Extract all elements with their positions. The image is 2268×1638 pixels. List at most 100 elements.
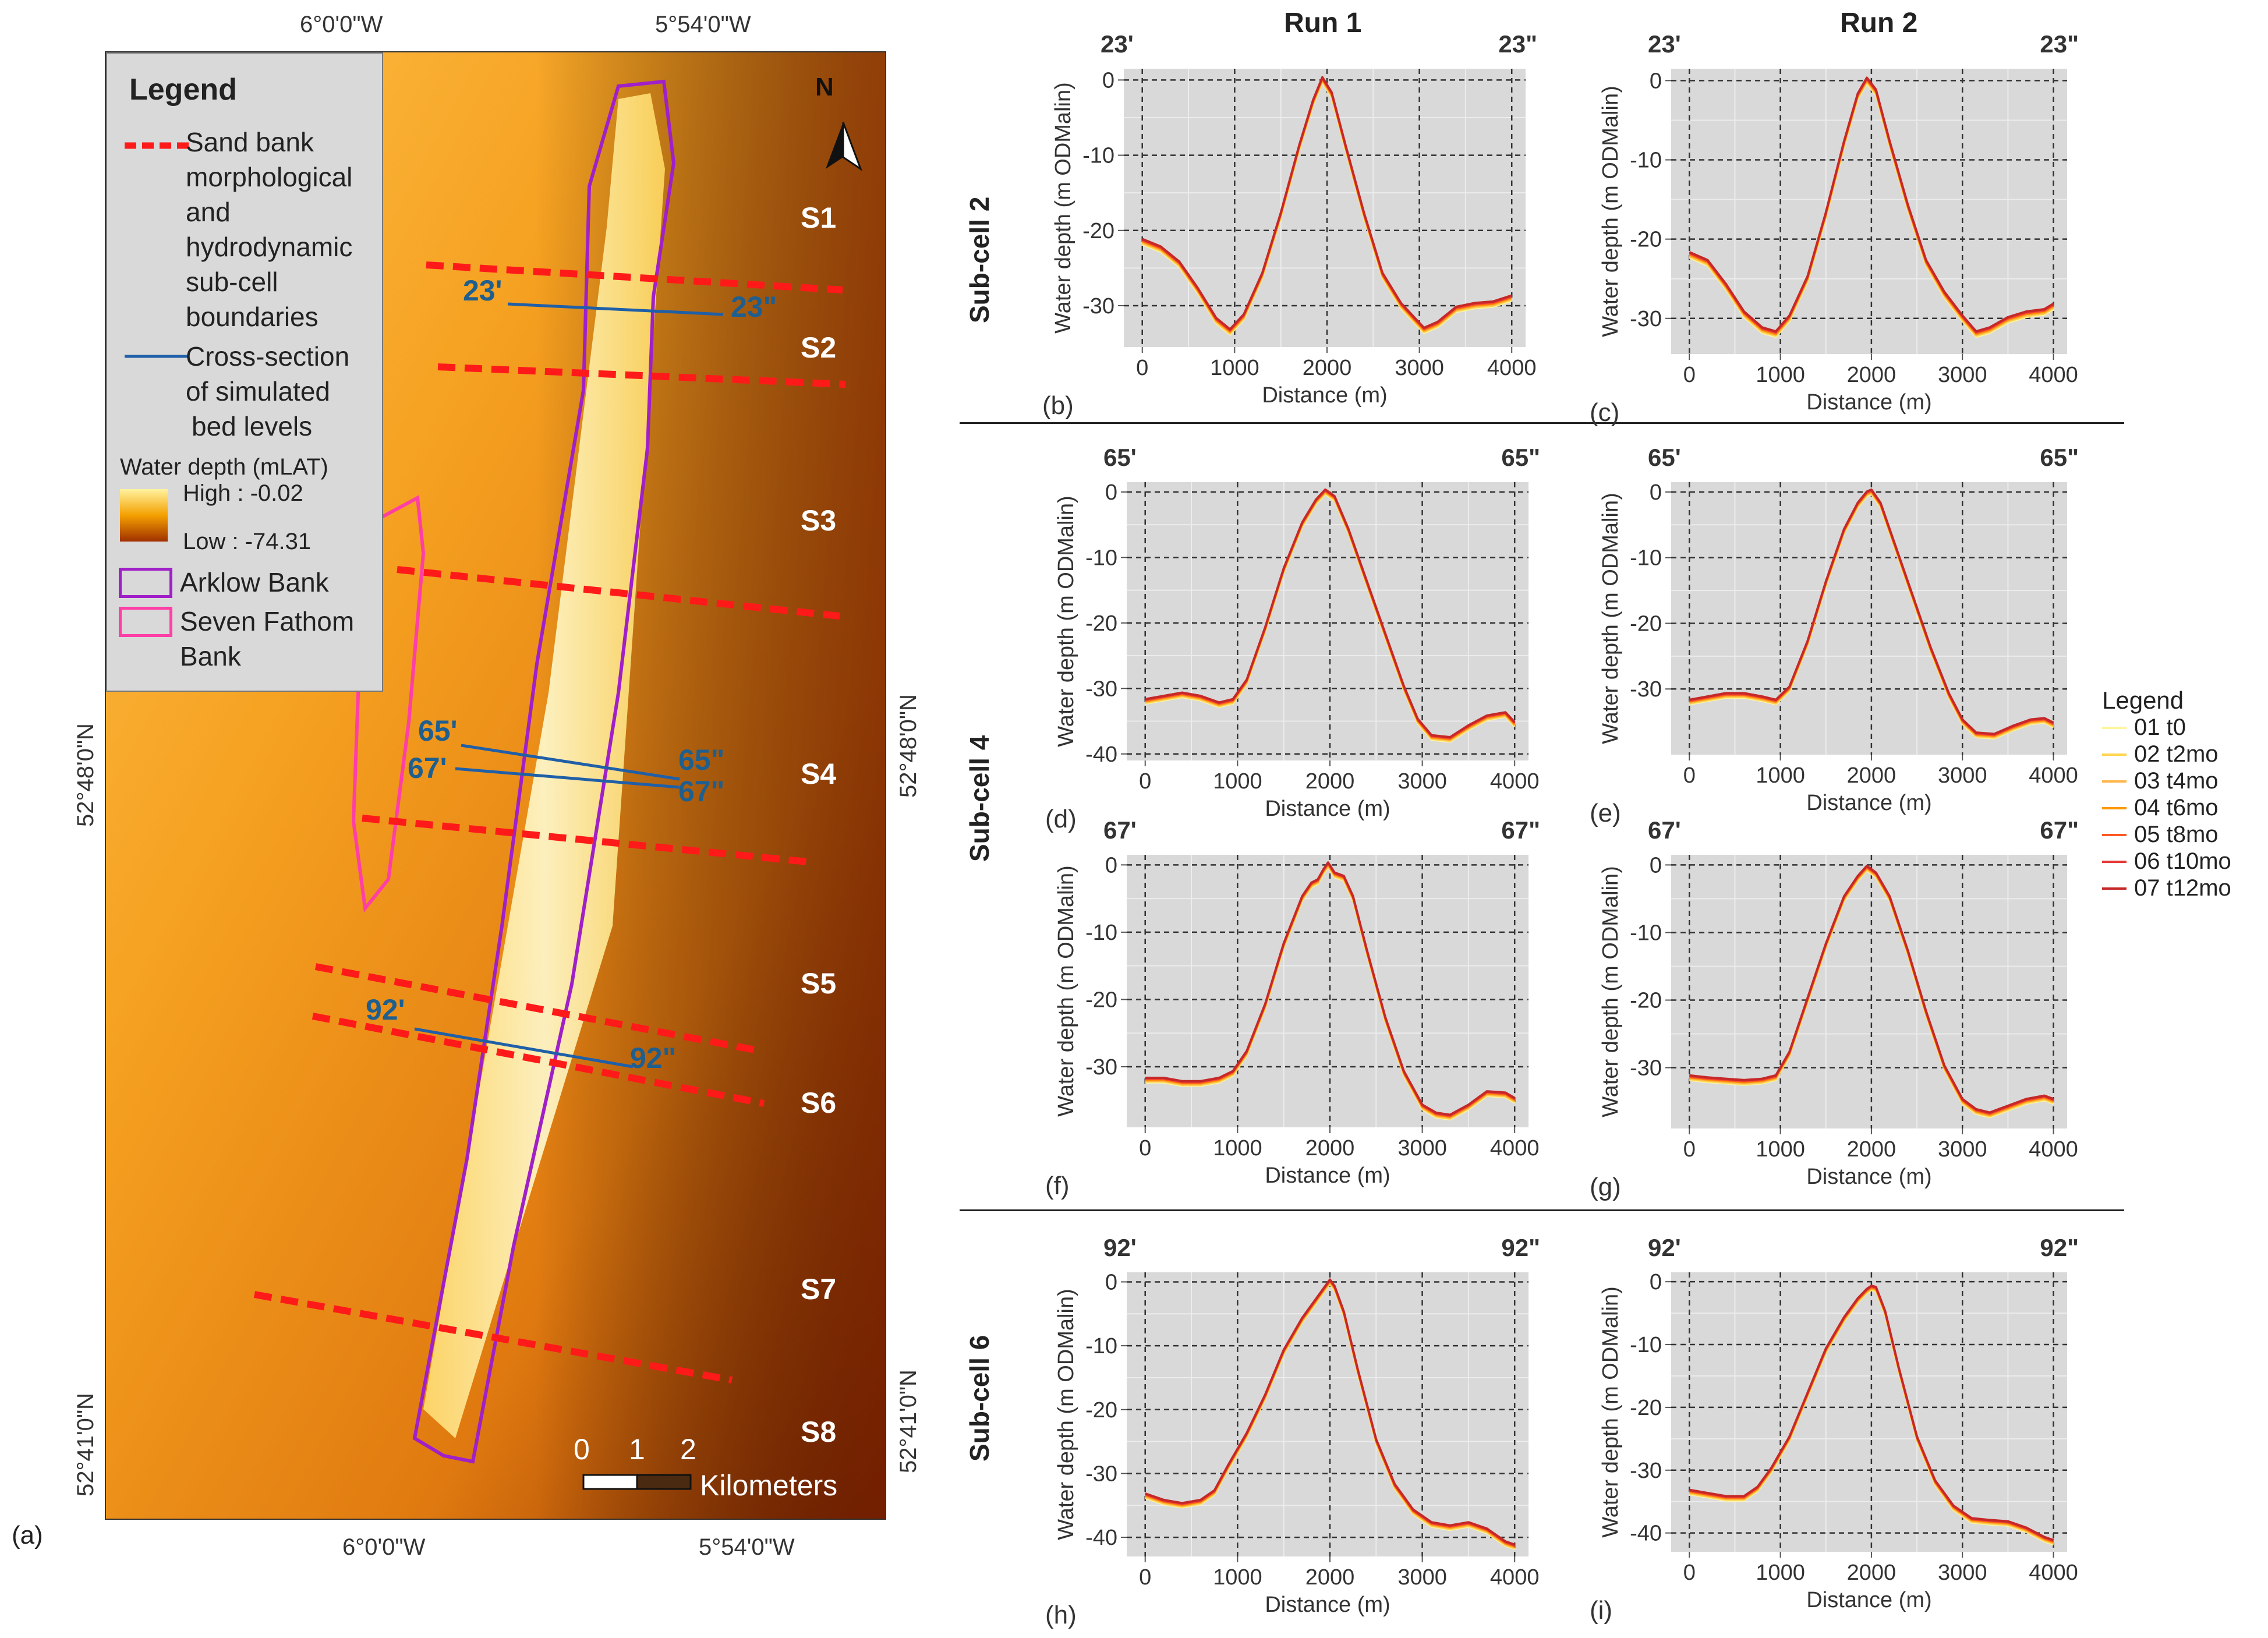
x-tick-label: 3000 <box>1938 1561 1987 1585</box>
series-swatch <box>2102 834 2127 836</box>
y-axis-label: Water depth (m ODMalin) <box>1051 82 1075 333</box>
profile-chart: 0 1000 2000 3000 4000 0 -10 -20 -30 -40 Distance (… <box>1590 1234 2079 1625</box>
x-tick-label: 4000 <box>1490 1136 1540 1161</box>
section-end-label: 23" <box>2040 30 2079 58</box>
x-tick-label: 0 <box>1139 769 1151 794</box>
y-axis-label: Water depth (m ODMalin) <box>1054 865 1078 1116</box>
x-tick-label: 2000 <box>1847 1137 1897 1162</box>
section-start-label: 92' <box>1103 1234 1137 1261</box>
y-tick-label: 0 <box>1650 69 1662 93</box>
y-axis-label: Water depth (m ODMalin) <box>1598 1286 1623 1537</box>
depth-legend-title: Water depth (mLAT) <box>120 454 328 480</box>
y-axis-label: Water depth (m ODMalin) <box>1054 1289 1078 1540</box>
dashed-line-swatch <box>125 142 194 149</box>
y-tick-label: 0 <box>1650 1270 1662 1294</box>
y-tick-label: -30 <box>1082 294 1114 319</box>
y-tick-label: -40 <box>1630 1522 1662 1546</box>
profile-chart: 0 1000 2000 3000 4000 0 -10 -20 -30 -40 Distance (… <box>1045 444 1540 833</box>
column-title-run2: Run 2 <box>1840 8 1918 38</box>
panel-label-a: (a) <box>12 1521 43 1549</box>
x-tick-label: 1000 <box>1213 1136 1262 1161</box>
plot-background <box>1127 1272 1528 1556</box>
section-end-label: 92" <box>1501 1234 1540 1261</box>
x-tick-label: 2000 <box>1305 769 1355 794</box>
scale-unit: Kilometers <box>700 1469 838 1502</box>
y-tick-label: -20 <box>1082 219 1114 243</box>
y-tick-label: 0 <box>1102 68 1114 93</box>
plot-background <box>1671 482 2067 755</box>
panel-label: (f) <box>1045 1172 1070 1200</box>
x-tick-label: 1000 <box>1756 763 1805 788</box>
left-lat-label-2: 52°41'0"N <box>73 1393 98 1497</box>
series-legend-item: 01 t0 <box>2102 714 2231 741</box>
section-label-23a: 23' <box>463 274 503 307</box>
boundary-label-line-5: sub-cell <box>186 267 278 297</box>
seven-fathom-bank-outline <box>351 495 426 913</box>
subcell-label-s1: S1 <box>801 201 837 234</box>
series-line <box>1689 1285 2054 1541</box>
y-tick-label: 0 <box>1105 1270 1117 1294</box>
series-legend-title: Legend <box>2102 687 2184 714</box>
x-tick-label: 3000 <box>1938 363 1987 387</box>
series-swatch <box>2102 780 2127 783</box>
panel-label: (b) <box>1042 391 1074 420</box>
section-label-67b: 67" <box>678 775 725 808</box>
x-axis-label: Distance (m) <box>1806 1165 1931 1189</box>
y-tick-label: -30 <box>1085 1055 1117 1080</box>
x-tick-label: 0 <box>1683 363 1696 387</box>
series-line <box>1689 865 2054 1114</box>
left-lat-label-1: 52°48'0"N <box>73 723 98 827</box>
y-axis-label: Water depth (m ODMalin) <box>1054 496 1078 747</box>
row-separator-2 <box>960 1209 2124 1211</box>
depth-low-label: Low : -74.31 <box>183 529 312 554</box>
bottom-lon-label-1: 6°0'0"W <box>342 1534 426 1560</box>
series-line <box>1141 76 1512 331</box>
x-tick-label: 0 <box>1136 356 1148 380</box>
panel-label: (d) <box>1045 805 1077 833</box>
y-tick-label: -20 <box>1085 988 1117 1012</box>
section-end-label: 92" <box>2040 1234 2079 1261</box>
arklow-bank-ridge <box>423 93 665 1438</box>
y-tick-label: -10 <box>1082 144 1114 168</box>
x-tick-label: 0 <box>1683 763 1696 788</box>
section-end-label: 67" <box>2040 816 2079 844</box>
x-tick-label: 2000 <box>1847 763 1897 788</box>
cross-section-swatch <box>125 355 189 358</box>
seven-fathom-label-2: Bank <box>180 641 241 671</box>
y-axis-label: Water depth (m ODMalin) <box>1598 86 1623 337</box>
section-label-23b: 23" <box>731 291 777 323</box>
x-tick-label: 0 <box>1683 1137 1696 1162</box>
depth-high-label: High : -0.02 <box>183 480 303 506</box>
x-tick-label: 3000 <box>1397 1565 1447 1590</box>
y-tick-label: -20 <box>1630 1396 1662 1420</box>
x-tick-label: 2000 <box>1305 1565 1355 1590</box>
section-end-label: 67" <box>1501 816 1540 844</box>
series-legend-item: 02 t2mo <box>2102 741 2231 767</box>
x-axis-label: Distance (m) <box>1262 383 1387 408</box>
y-axis-label: Water depth (m ODMalin) <box>1598 493 1623 744</box>
section-end-label: 23" <box>1498 30 1537 58</box>
arklow-swatch <box>119 568 172 598</box>
seven-fathom-label-1: Seven Fathom <box>180 606 355 636</box>
seven-fathom-swatch <box>119 607 172 637</box>
profile-chart: 0 1000 2000 3000 4000 0 -10 -20 -30 -40 Distance (… <box>1045 1234 1540 1629</box>
y-tick-label: -10 <box>1630 1333 1662 1357</box>
subcell-label-s5: S5 <box>801 967 837 1000</box>
x-tick-label: 1000 <box>1213 1565 1262 1590</box>
y-tick-label: -10 <box>1085 921 1117 945</box>
plot-background <box>1127 482 1528 760</box>
y-tick-label: -30 <box>1630 1459 1662 1483</box>
panel-label: (h) <box>1045 1601 1077 1629</box>
series-swatch <box>2102 887 2127 890</box>
y-tick-label: -20 <box>1630 228 1662 252</box>
bottom-lon-label-2: 5°54'0"W <box>699 1534 795 1560</box>
arklow-label: Arklow Bank <box>180 567 329 597</box>
y-tick-label: -30 <box>1630 307 1662 331</box>
x-tick-label: 3000 <box>1938 763 1987 788</box>
row-label-subcell6: Sub-cell 6 <box>964 1335 995 1462</box>
y-tick-label: 0 <box>1105 853 1117 878</box>
y-tick-label: -10 <box>1085 546 1117 570</box>
series-line <box>1145 488 1516 738</box>
x-tick-label: 4000 <box>1490 1565 1540 1590</box>
series-swatch <box>2102 861 2127 863</box>
